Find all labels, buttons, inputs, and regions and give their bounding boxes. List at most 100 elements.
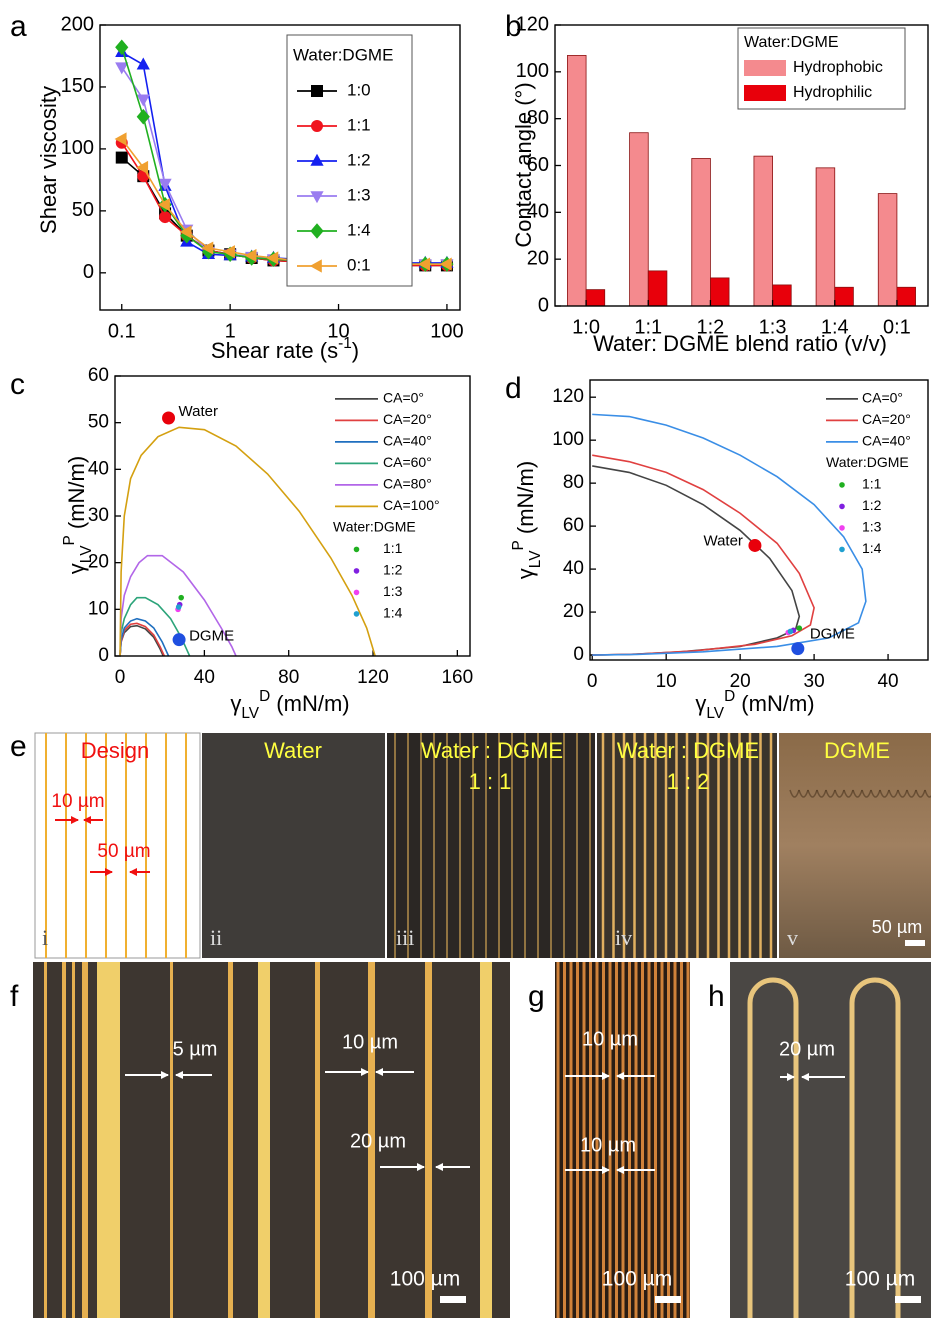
- y-tick-label: 100: [61, 137, 94, 159]
- tile-ratio: 1 : 1: [469, 769, 512, 794]
- panel-letter: e: [10, 730, 27, 763]
- width-label: 10 µm: [580, 1134, 636, 1156]
- x-tick-label: 120: [357, 667, 389, 688]
- image-h: [730, 962, 931, 1318]
- data-point: [244, 248, 257, 263]
- plot-frame: [99, 24, 461, 311]
- panel-letter: h: [708, 980, 725, 1013]
- tile-title: Water: [264, 738, 322, 763]
- x-tick-label: 30: [804, 671, 825, 692]
- legend-marker: [353, 611, 360, 617]
- panel-letter: a: [10, 10, 27, 43]
- label-part: P: [510, 540, 527, 550]
- x-tick-label: 40: [194, 667, 215, 688]
- x-axis-label: Shear rate (s-1): [211, 335, 359, 363]
- bar: [710, 277, 730, 307]
- x-tick-label: 10: [656, 671, 677, 692]
- data-point: [115, 39, 129, 56]
- y-tick-label: 60: [563, 515, 584, 536]
- scale-label: 100 µm: [602, 1268, 672, 1291]
- y-tick-label: 60: [527, 154, 549, 176]
- x-tick-label: 160: [441, 667, 473, 688]
- legend-label: 1:4: [383, 605, 403, 621]
- y-tick-label: 50: [88, 412, 109, 433]
- legend-title: Water:DGME: [293, 45, 393, 64]
- legend-label: 1:1: [347, 115, 371, 134]
- edge-ripple: [852, 789, 863, 798]
- legend-swatch: [744, 60, 786, 76]
- tile-title: Water : DGME: [421, 738, 563, 763]
- y-axis-label: γLVP (mN/m): [61, 456, 95, 574]
- x-axis-label: Water: DGME blend ratio (v/v): [593, 331, 887, 356]
- y-tick-label: 100: [552, 429, 584, 450]
- print-line: [228, 962, 233, 1318]
- tile-water: [202, 733, 385, 958]
- edge-ripple: [861, 789, 872, 798]
- print-line: [97, 962, 120, 1318]
- label-part: Shear rate (s: [211, 338, 338, 363]
- legend-marker: [309, 259, 322, 273]
- point-label: Water: [179, 403, 218, 420]
- legend-marker: [310, 191, 324, 204]
- width-label: 50 µm: [97, 841, 150, 862]
- data-point: [175, 604, 182, 610]
- legend-label: CA=40°: [862, 433, 911, 449]
- legend-title: Water:DGME: [744, 34, 839, 51]
- label-part: ): [352, 338, 359, 363]
- tile-ratio: 1 : 2: [667, 769, 710, 794]
- label-part: LV: [241, 705, 259, 722]
- y-tick-label: 100: [516, 60, 549, 82]
- scale-bar: [655, 1296, 681, 1303]
- label-part: P: [61, 535, 78, 545]
- legend-label: CA=0°: [862, 390, 903, 406]
- print-line: [44, 962, 47, 1318]
- y-tick-label: 20: [88, 552, 109, 573]
- data-point: [787, 628, 794, 635]
- series-line: [119, 426, 376, 657]
- x-axis-label: γLVD (mN/m): [230, 688, 349, 722]
- micrograph-images: [33, 732, 931, 1318]
- legend-marker: [839, 503, 845, 510]
- legend-marker: [353, 546, 360, 553]
- edge-ripple: [843, 789, 854, 798]
- data-point: [178, 594, 184, 601]
- data-point: [418, 257, 431, 271]
- print-line: [315, 962, 320, 1318]
- y-tick-label: 40: [563, 558, 584, 579]
- x-tick-label: 1:1: [634, 316, 662, 338]
- x-tick-label: 1: [225, 320, 236, 342]
- label-part: γ: [64, 563, 89, 574]
- panel-letter: f: [10, 980, 19, 1013]
- data-point: [114, 132, 127, 146]
- edge-ripple: [807, 789, 818, 798]
- series-line: [119, 617, 170, 657]
- data-point: [439, 257, 452, 271]
- bar: [691, 158, 711, 307]
- tile-design: [34, 732, 201, 959]
- y-tick-label: 150: [61, 75, 94, 97]
- tile-title: Design: [81, 738, 149, 763]
- y-tick-label: 0: [538, 294, 549, 316]
- label-part: γ: [695, 691, 706, 716]
- scale-label: 100 µm: [845, 1268, 915, 1291]
- y-axis-label: γLVP (mN/m): [510, 461, 544, 579]
- data-point: [136, 94, 150, 107]
- edge-ripple: [816, 789, 827, 798]
- legend-label: 1:4: [347, 220, 371, 239]
- x-tick-label: 80: [278, 667, 299, 688]
- tile-numeral: iv: [615, 925, 632, 950]
- edge-ripple: [789, 789, 800, 798]
- legend-label: 1:3: [862, 519, 882, 535]
- data-point: [796, 625, 803, 631]
- plot-frame: [554, 24, 929, 307]
- data-point: [162, 411, 176, 425]
- print-line: [82, 962, 88, 1318]
- plot-area: [592, 413, 867, 656]
- panel-letter: c: [10, 368, 25, 401]
- legend-label: 1:0: [347, 80, 371, 99]
- x-tick-label: 0.1: [108, 320, 136, 342]
- edge-ripple: [924, 789, 931, 798]
- data-point: [158, 178, 172, 191]
- label-part: LV: [78, 545, 95, 563]
- legend-label: 1:1: [862, 476, 882, 492]
